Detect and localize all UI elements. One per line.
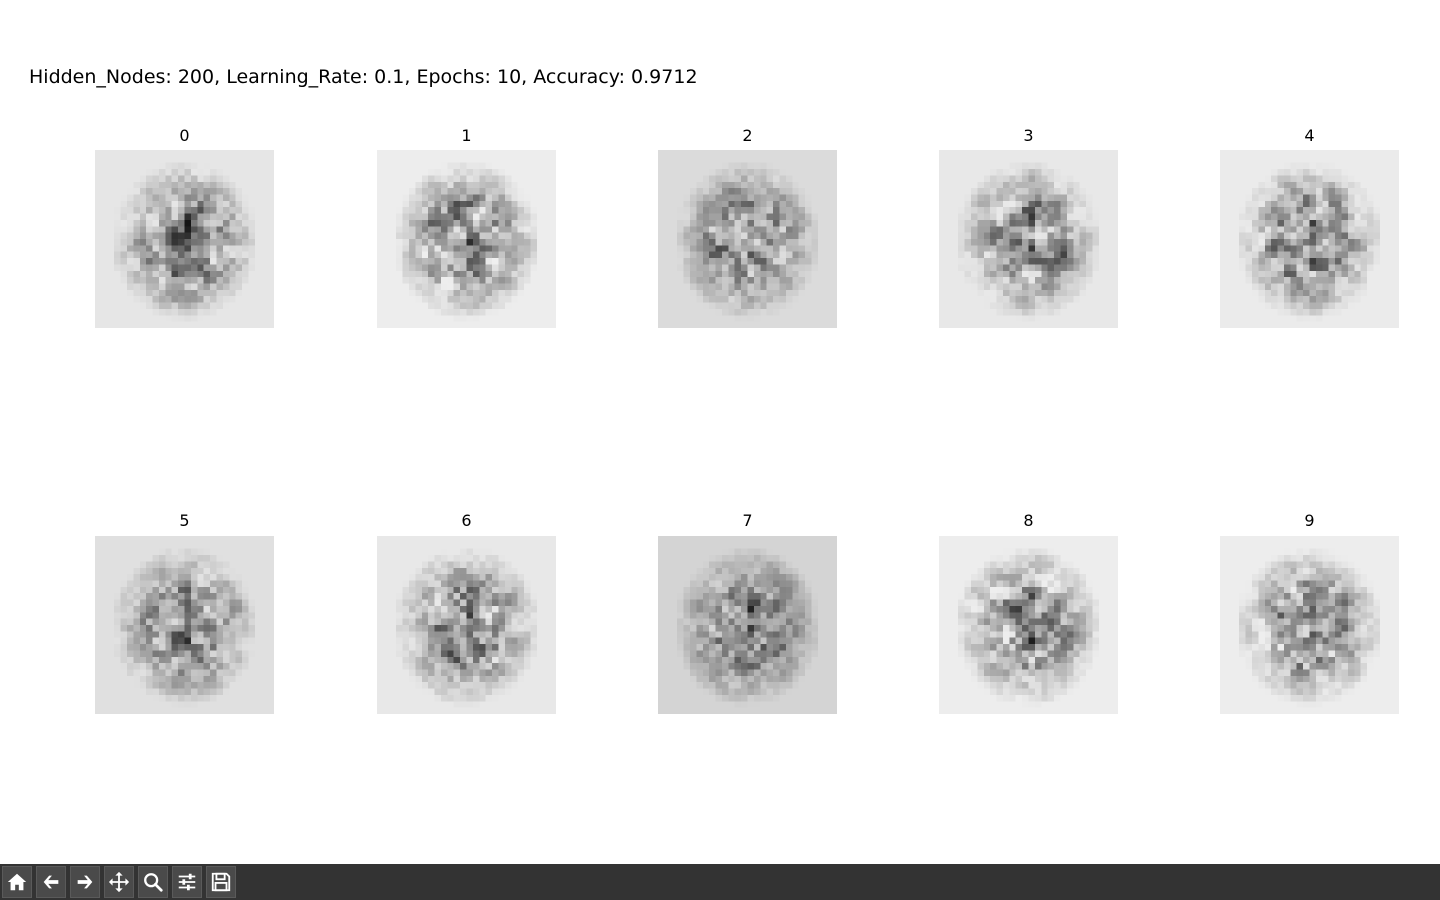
panel-title-4: 4: [1304, 126, 1315, 145]
panel-title-0: 0: [179, 126, 190, 145]
home-icon: [7, 873, 27, 891]
weight-image-3: [939, 150, 1118, 328]
sliders-icon: [178, 873, 196, 891]
matplotlib-toolbar: [0, 864, 1440, 900]
weight-image-2: [658, 150, 837, 328]
panel-title-8: 8: [1023, 511, 1034, 530]
magnifier-icon: [144, 873, 163, 892]
configure-subplots-button[interactable]: [172, 866, 202, 898]
panel-title-2: 2: [742, 126, 753, 145]
panel-title-3: 3: [1023, 126, 1034, 145]
move-icon: [108, 871, 130, 893]
weight-image-7: [658, 536, 837, 714]
figure-suptitle: Hidden_Nodes: 200, Learning_Rate: 0.1, E…: [29, 66, 698, 88]
weight-image-0: [95, 150, 274, 328]
panel-title-1: 1: [461, 126, 472, 145]
save-button[interactable]: [206, 866, 236, 898]
panel-title-6: 6: [461, 511, 472, 530]
back-button[interactable]: [36, 866, 66, 898]
weight-image-6: [377, 536, 556, 714]
arrow-left-icon: [43, 875, 59, 889]
figure-canvas: Hidden_Nodes: 200, Learning_Rate: 0.1, E…: [29, 66, 1399, 714]
zoom-button[interactable]: [138, 866, 168, 898]
pan-button[interactable]: [104, 866, 134, 898]
panel-title-9: 9: [1304, 511, 1315, 530]
arrow-right-icon: [77, 875, 93, 889]
forward-button[interactable]: [70, 866, 100, 898]
weight-image-8: [939, 536, 1118, 714]
weight-image-5: [95, 536, 274, 714]
panel-title-5: 5: [179, 511, 190, 530]
home-button[interactable]: [2, 866, 32, 898]
weight-image-4: [1220, 150, 1399, 328]
panel-title-7: 7: [742, 511, 753, 530]
weight-image-9: [1220, 536, 1399, 714]
weight-image-1: [377, 150, 556, 328]
floppy-disk-icon: [211, 872, 231, 892]
